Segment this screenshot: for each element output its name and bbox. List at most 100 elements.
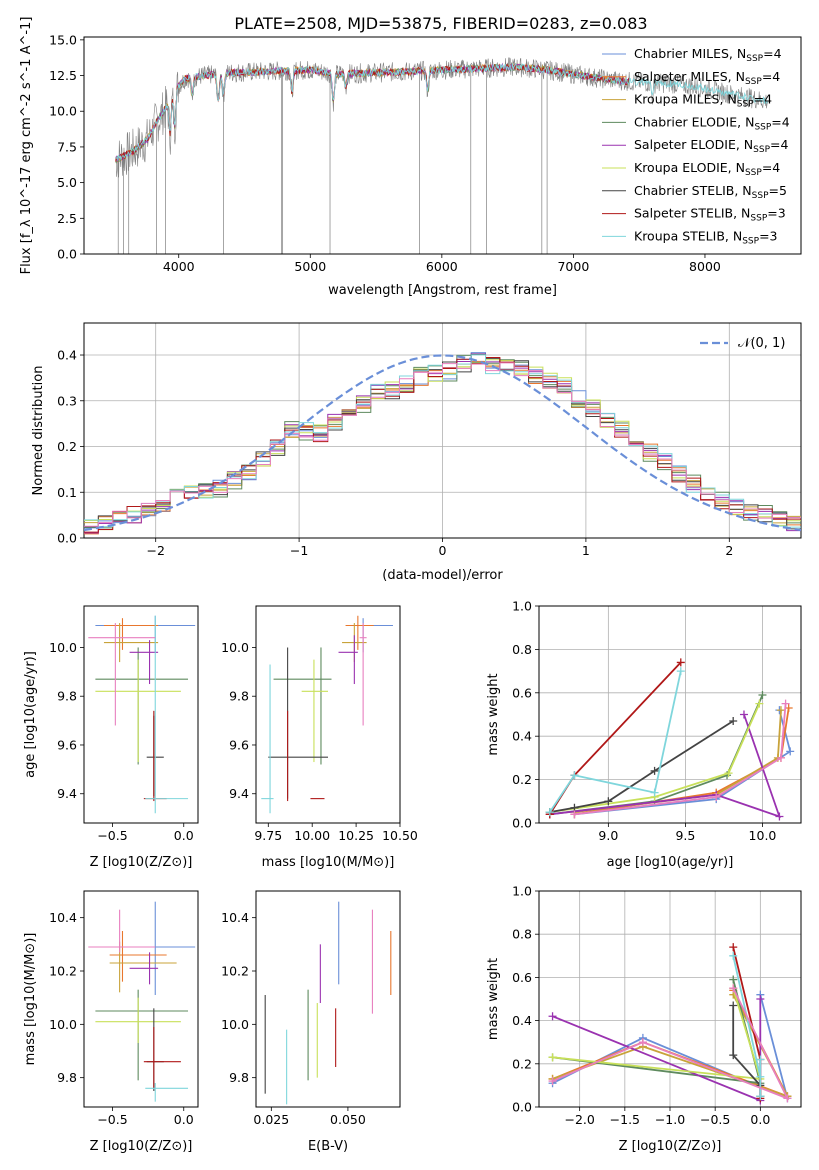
legend-label-tail: =4 xyxy=(770,137,788,152)
x-axis-label: Z [log10(Z/Z⊙)] xyxy=(90,855,193,870)
axes-mass_weight_vs_age: 9.0 9.5 10.0 0.0 0.2 0.4 0.6 0.8 1.0 age [log10(a… xyxy=(486,599,802,870)
x-axis-label: wavelength [Angstrom, rest frame] xyxy=(328,283,557,298)
x-tick-label: 1 xyxy=(582,543,590,558)
axes-mass_vs_ebv: 0.025 0.050 9.8 10.0 10.2 10.4 E(B-V) xyxy=(221,890,401,1154)
y-tick-label: 0.4 xyxy=(512,729,532,744)
x-tick-label: 0 xyxy=(439,543,447,558)
legend-label: Chabrier STELIB, NSSP=5 xyxy=(634,183,787,201)
normal-curve-line xyxy=(84,354,801,532)
x-tick-label: 2 xyxy=(725,543,733,558)
legend-label-sub: SSP xyxy=(737,100,754,110)
legend-label: Salpeter ELODIE, NSSP=4 xyxy=(634,137,789,155)
y-tick-label: 0.6 xyxy=(512,970,532,985)
x-axis-label: Z [log10(Z/Z⊙)] xyxy=(90,1139,193,1154)
y-tick-label: 0.8 xyxy=(512,642,532,657)
point-marker-kroupa_stelib xyxy=(676,667,685,676)
x-axis-label: E(B-V) xyxy=(308,1139,348,1154)
model-line-chabrier_elodie xyxy=(115,62,630,164)
x-tick-label: −0.5 xyxy=(97,1112,127,1127)
legend-label-tail: =4 xyxy=(771,114,789,129)
point-marker-kroupa_stelib xyxy=(756,1092,765,1101)
y-tick-label: 9.8 xyxy=(57,689,77,704)
point-marker-kroupa_stelib xyxy=(570,771,579,780)
axes-age_vs_Z: −0.5 0.0 9.4 9.6 9.8 10.0 Z [log10(Z/Z⊙)] age [… xyxy=(23,605,199,870)
y-tick-label: 0.8 xyxy=(512,927,532,942)
x-tick-label: 10.0 xyxy=(749,828,777,843)
y-tick-label: 9.8 xyxy=(57,1070,77,1085)
x-tick-label: 10.25 xyxy=(338,828,374,843)
x-tick-label: 0.0 xyxy=(174,828,194,843)
y-tick-label: 0.1 xyxy=(57,485,77,500)
y-axis-label: Normed distribution xyxy=(31,366,46,496)
errorbars-mass_vs_ebv xyxy=(264,901,392,1105)
errorbars-age_vs_mass xyxy=(261,615,393,814)
x-tick-label: 5000 xyxy=(294,259,326,274)
legend-label-sub: SSP xyxy=(745,168,762,178)
lines-mass_weight_vs_age xyxy=(545,658,795,821)
legend-label: Chabrier ELODIE, NSSP=4 xyxy=(634,114,790,132)
y-tick-label: 10.2 xyxy=(49,964,77,979)
errorbars-mass_vs_Z xyxy=(88,901,196,1102)
plot-frame xyxy=(538,605,802,824)
point-marker-kroupa_stelib xyxy=(756,1055,765,1064)
point-marker-chabrier_elodie xyxy=(758,690,767,699)
axes-mass_vs_Z: −0.5 0.0 9.8 10.0 10.2 10.4 Z [log10(Z/Z⊙)] mas… xyxy=(23,890,199,1154)
y-tick-label: 9.4 xyxy=(57,786,77,801)
legend-label-tail: =3 xyxy=(767,206,785,221)
x-tick-label: 10.00 xyxy=(294,828,330,843)
point-marker-pink xyxy=(548,1077,557,1086)
point-marker-chabrier_stelib xyxy=(729,717,738,726)
legend-label-main: Chabrier MILES, N xyxy=(634,46,746,61)
x-tick-label: 8000 xyxy=(689,259,721,274)
y-tick-label: 0.6 xyxy=(512,685,532,700)
point-marker-chabrier_miles xyxy=(786,747,795,756)
legend-label: Chabrier MILES, NSSP=4 xyxy=(634,46,782,64)
legend-label-sub: SSP xyxy=(753,145,770,155)
legend-label-main: Salpeter ELODIE, N xyxy=(634,137,753,152)
point-marker-chabrier_elodie xyxy=(729,975,738,984)
legend-label-sub: SSP xyxy=(752,191,769,201)
series-line-kroupa_stelib xyxy=(549,670,682,813)
y-tick-label: 10.4 xyxy=(221,910,249,925)
legend-label-main: Chabrier ELODIE, N xyxy=(634,114,754,129)
y-tick-label: 15.0 xyxy=(49,32,77,47)
x-tick-label: 0.025 xyxy=(253,1112,289,1127)
legend-label-tail: =4 xyxy=(754,92,772,107)
y-tick-label: 0.2 xyxy=(512,1056,532,1071)
x-axis-label: age [log10(age/yr)] xyxy=(607,855,734,870)
model-line-salpeter_stelib xyxy=(115,63,630,162)
x-tick-label: 9.0 xyxy=(598,828,618,843)
x-tick-label: 9.75 xyxy=(254,828,282,843)
x-axis-label: mass [log10(M/M⊙)] xyxy=(262,855,395,870)
y-axis-label: mass [log10(M/M⊙)] xyxy=(23,933,38,1066)
data-spectrum-line xyxy=(115,57,769,178)
y-tick-label: 10.0 xyxy=(49,104,77,119)
point-marker-kroupa_elodie xyxy=(755,699,764,708)
y-axis-label: mass weight xyxy=(486,958,501,1040)
series-line-kroupa_stelib xyxy=(732,955,762,1097)
point-marker-pink xyxy=(781,699,790,708)
x-tick-label: 7000 xyxy=(557,259,589,274)
y-tick-label: 1.0 xyxy=(512,599,532,614)
point-marker-chabrier_stelib xyxy=(604,797,613,806)
series-line-pink xyxy=(552,987,790,1101)
y-tick-label: 10.0 xyxy=(49,1017,77,1032)
y-tick-label: 0.3 xyxy=(57,393,77,408)
y-tick-label: 10.4 xyxy=(49,910,77,925)
legend-label: Kroupa MILES, NSSP=4 xyxy=(634,92,772,110)
model-line-salpeter_miles xyxy=(115,63,630,163)
y-tick-label: 10.0 xyxy=(49,640,77,655)
legend-label-main: Salpeter STELIB, N xyxy=(634,206,750,221)
series-line-kroupa_elodie xyxy=(549,703,761,813)
legend-label-tail: =4 xyxy=(762,160,780,175)
plot-frame xyxy=(255,605,401,824)
y-tick-label: 9.4 xyxy=(229,786,249,801)
legend-label: 𝒩(0, 1) xyxy=(738,336,785,351)
legend-label-main: Chabrier STELIB, N xyxy=(634,183,752,198)
point-marker-pink xyxy=(729,984,738,993)
model-line-kroupa_stelib xyxy=(115,62,768,161)
point-marker-salpeter_elodie xyxy=(756,995,765,1003)
point-marker-kroupa_elodie xyxy=(724,769,733,778)
point-marker-chabrier_stelib xyxy=(729,1001,738,1010)
